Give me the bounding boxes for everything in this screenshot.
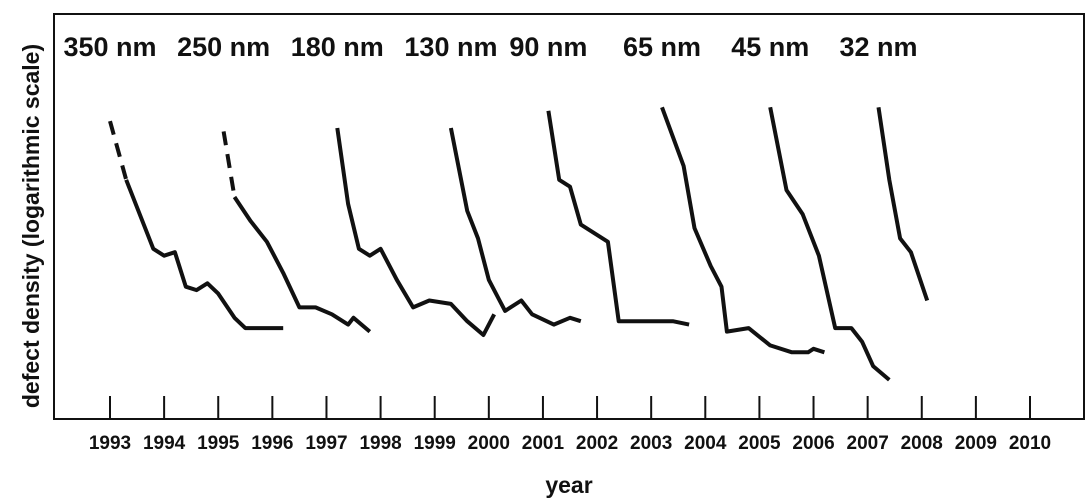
x-tick-label: 1994 [143,433,186,454]
x-tick-label: 1995 [197,433,240,454]
series-label: 90 nm [509,32,587,62]
x-tick-label: 2008 [901,433,943,454]
x-tick-label: 1997 [305,433,347,454]
x-axis-tick-labels: 1993 1994 1995 1996 1997 1998 1999 2000 2001 2002… [89,433,1051,454]
x-axis-ticks [109,396,1031,419]
series-line [546,110,690,327]
x-tick-label: 2006 [792,433,834,454]
series-dashed-segment [221,131,237,198]
series-label: 45 nm [731,32,809,62]
x-tick-label: 2004 [684,433,727,454]
x-tick-label: 2000 [468,433,510,454]
series-line [448,127,582,327]
x-tick-label: 1993 [89,433,131,454]
x-tick-label: 2005 [738,433,781,454]
series-line [124,179,284,331]
x-tick-label: 2009 [955,433,997,454]
series-label: 180 nm [291,32,384,62]
series-label: 350 nm [63,32,156,62]
x-axis-title: year [545,472,592,498]
x-tick-label: 2001 [522,433,565,454]
series-line [876,107,930,302]
series-dashed-segment [108,120,129,181]
series-line [660,106,826,355]
series-label: 65 nm [623,32,701,62]
x-tick-label: 1996 [251,433,293,454]
series-label: 250 nm [177,32,270,62]
series-line [232,195,372,334]
series-line [335,127,496,337]
series-lines [108,106,930,382]
x-tick-label: 2007 [847,433,889,454]
series-label: 130 nm [404,32,497,62]
x-tick-label: 2002 [576,433,618,454]
x-tick-label: 2003 [630,433,672,454]
series-label: 32 nm [839,32,917,62]
x-tick-label: 1998 [359,433,401,454]
series-line [768,106,891,382]
series-labels: 350 nm 250 nm 180 nm 130 nm 90 nm 65 nm 45 nm 3… [63,32,917,62]
x-tick-label: 2010 [1009,433,1051,454]
plot-frame [53,13,1085,420]
y-axis-title: defect density (logarithmic scale) [18,44,44,408]
x-tick-label: 1999 [414,433,456,454]
